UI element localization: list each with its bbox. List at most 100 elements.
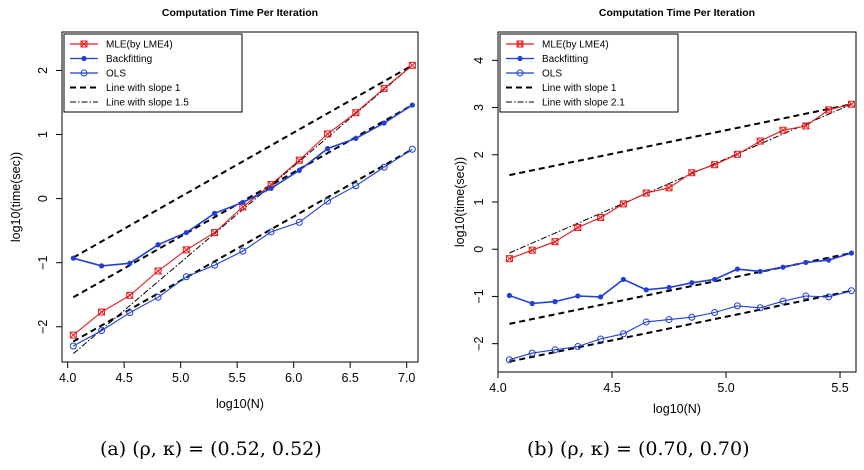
data-point [665,316,673,324]
data-point [756,137,764,145]
marker-cross [211,229,218,236]
marker-cross [551,238,559,245]
legend-label: OLS [106,69,126,80]
marker-cross [734,150,741,158]
data-point [711,309,719,316]
data-point [598,294,604,300]
data-point [780,264,786,270]
marker-box [847,100,855,108]
data-point [528,246,536,254]
marker-cross [352,109,360,117]
data-point [380,163,388,171]
y-tick-label: −1 [36,256,50,270]
data-point [296,167,302,174]
data-point [98,308,106,316]
legend-item: Line with slope 1 [70,83,181,94]
marker-cross [69,331,77,339]
data-point [619,200,627,208]
marker-box [688,169,696,177]
x-tick-label: 6.5 [341,371,358,385]
legend-item: OLS [506,69,562,80]
data-point [70,255,76,261]
series-backfitting [70,102,415,269]
marker-cross [516,40,524,48]
series-ols [505,287,855,364]
legend-item: Backfitting [506,54,588,65]
legend: MLE(by LME4) Backfitting OLS Line with slop… [63,33,243,113]
data-point [324,146,331,152]
data-point [711,161,719,169]
data-point [529,300,535,307]
marker-box [551,238,559,246]
data-point [211,261,219,269]
plot-frame [61,31,419,363]
marker-box [528,246,536,254]
data-point [734,266,741,272]
data-point [551,346,559,354]
marker-box [182,246,190,254]
series-line [73,148,413,347]
x-tick-label: 5.5 [831,381,848,395]
legend-label: Line with slope 1 [542,83,617,94]
data-point [505,356,513,364]
data-point [643,287,649,293]
caption-a: (a) (ρ, κ) = (0.52, 0.52) [100,438,322,460]
marker-cross [126,292,134,299]
legend-label: MLE(by LME4) [542,40,609,51]
y-tick-label: 4 [472,57,486,64]
data-point [552,299,558,305]
data-point [802,122,810,130]
marker-box [380,84,388,92]
marker-box [516,40,524,48]
data-point [155,242,161,248]
data-point [324,130,332,138]
reference-line [72,64,413,259]
chart-panel-b: Computation Time Per Iteration 4.0 4.5 5.0 5… [453,7,857,416]
marker-cross [620,200,627,208]
marker-box [756,137,764,145]
data-point [574,224,582,231]
data-point [182,246,190,254]
x-axis-label: log10(N) [216,397,264,411]
legend-label: Line with slope 1.5 [106,98,189,109]
marker-box [352,109,360,117]
plot-area [505,100,855,364]
data-point [642,318,650,326]
data-point [848,250,855,256]
marker-cross [528,246,536,254]
data-point [516,69,524,77]
x-tick-label: 7.0 [398,371,415,385]
data-point [240,199,246,206]
x-tick-label: 5.5 [228,371,245,385]
legend-item: MLE(by LME4) [70,40,173,51]
legend-label: OLS [542,69,562,80]
data-point [80,40,88,48]
marker-cross [597,214,604,221]
series-line [509,103,852,260]
y-tick-label: −2 [472,336,486,350]
legend-item: MLE(by LME4) [506,40,609,51]
data-point [211,229,219,237]
x-tick-label: 5.0 [172,371,189,385]
data-point [98,327,106,335]
marker-cross [98,308,105,316]
marker-box [665,184,673,192]
data-point [408,61,416,69]
x-tick-label: 4.0 [489,381,506,395]
data-point [183,229,189,236]
data-point [847,100,855,108]
data-point [688,169,696,177]
marker-box [642,189,650,197]
series-mle [69,61,416,339]
marker-cross [848,100,855,108]
data-point [127,260,133,266]
data-point [295,156,303,164]
data-point [182,273,190,281]
series-line [509,290,852,361]
data-point [239,247,247,255]
data-point [126,309,134,317]
data-point [733,150,741,158]
data-point [295,218,303,226]
marker-cross [711,161,718,169]
